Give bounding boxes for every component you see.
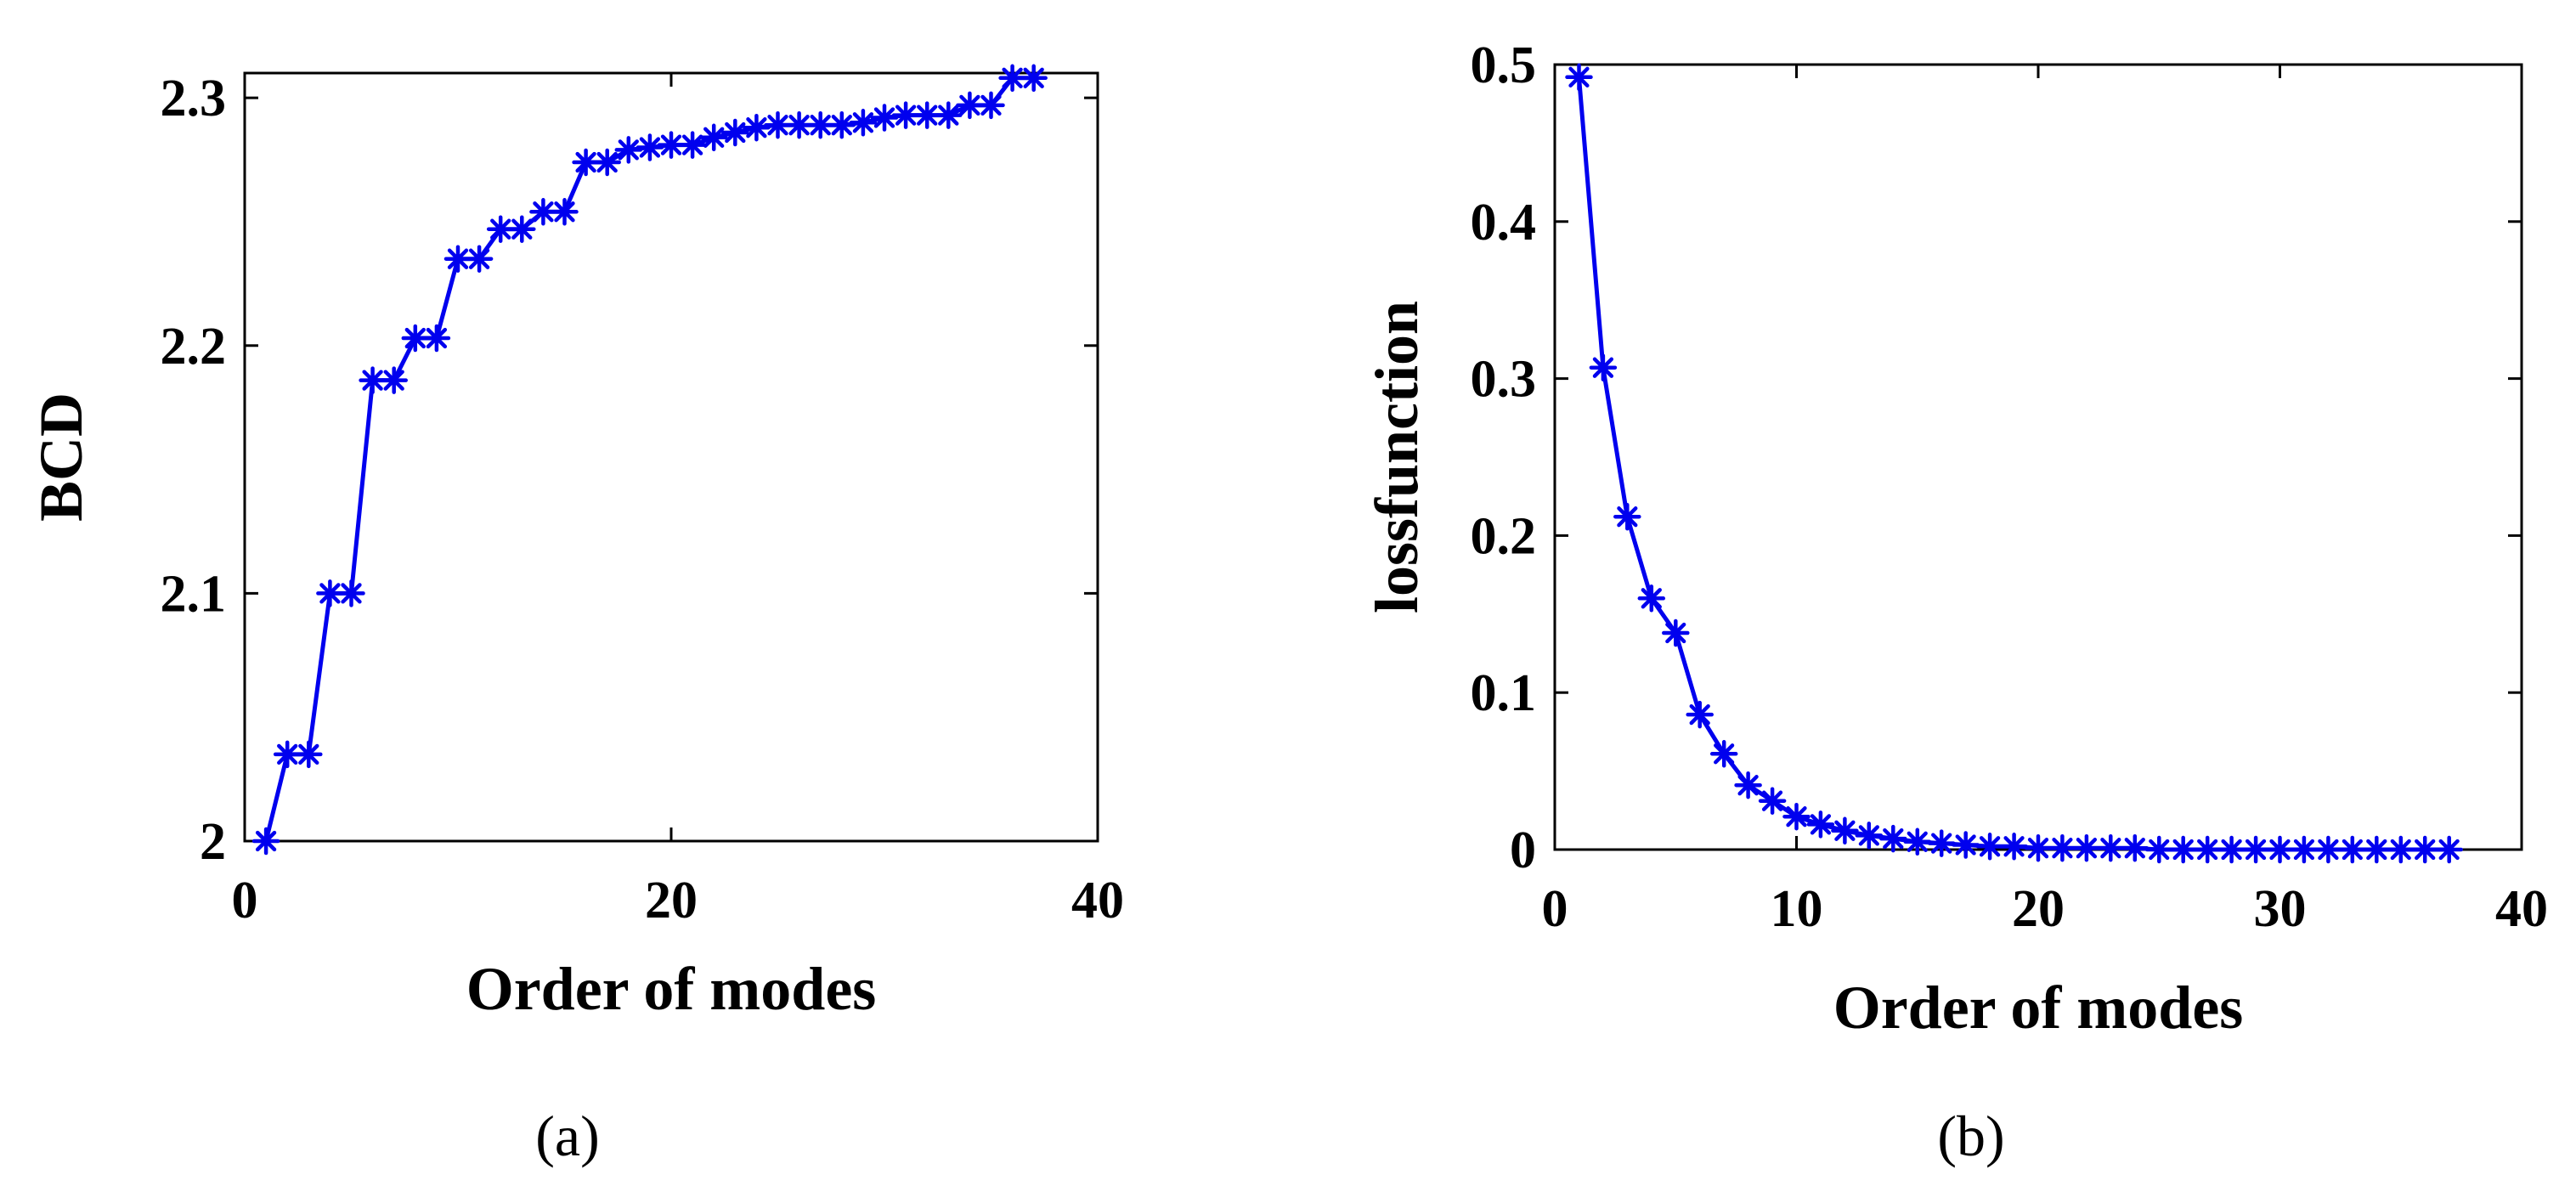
- data-point-marker: [699, 123, 728, 152]
- data-point-marker: [2121, 833, 2149, 862]
- y-tick-label: 0.3: [1471, 351, 1537, 409]
- x-tick-label: 0: [1542, 880, 1568, 938]
- y-tick-label: 0.4: [1471, 194, 1537, 251]
- data-point-marker: [1855, 822, 1884, 850]
- y-tick-label: 0.2: [1471, 507, 1537, 565]
- data-point-marker: [2290, 835, 2319, 864]
- data-point-marker: [2266, 835, 2294, 864]
- x-tick-label: 30: [2254, 880, 2307, 938]
- data-point-marker: [2217, 835, 2246, 864]
- data-point-marker: [1782, 802, 1811, 831]
- data-point-marker: [2048, 833, 2076, 862]
- data-point-marker: [678, 131, 707, 159]
- data-point-marker: [1952, 831, 1980, 859]
- y-tick-label: 0.5: [1471, 37, 1537, 94]
- data-point-marker: [486, 215, 515, 243]
- data-point-marker: [1686, 700, 1714, 729]
- data-point-marker: [1589, 353, 1618, 381]
- data-point-marker: [2338, 835, 2367, 864]
- data-point-marker: [2314, 835, 2342, 864]
- data-point-marker: [2024, 833, 2053, 862]
- data-point-marker: [2193, 835, 2222, 864]
- y-tick-label: 0.1: [1471, 664, 1537, 722]
- y-tick-label: 2.1: [161, 565, 227, 623]
- data-point-marker: [337, 579, 365, 607]
- data-point-marker: [1613, 502, 1641, 531]
- data-point-marker: [614, 136, 643, 164]
- data-point-marker: [593, 148, 621, 177]
- x-tick-label: 10: [1771, 880, 1823, 938]
- data-point-marker: [2363, 835, 2391, 864]
- y-axis-title: BCD: [27, 393, 95, 522]
- data-point-marker: [806, 110, 834, 139]
- data-point-marker: [1975, 833, 2004, 861]
- y-tick-label: 0: [1510, 822, 1536, 879]
- x-axis-title: Order of modes: [466, 955, 877, 1023]
- data-point-marker: [380, 366, 408, 394]
- data-point-marker: [2145, 835, 2173, 864]
- data-point-marker: [2097, 833, 2125, 862]
- data-point-marker: [2435, 835, 2463, 864]
- caption-a: (a): [535, 1104, 599, 1168]
- data-point-marker: [2241, 835, 2270, 864]
- data-point-marker: [636, 133, 664, 161]
- data-point-marker: [551, 198, 579, 226]
- data-point-marker: [465, 245, 494, 273]
- y-axis-title: lossfunction: [1363, 301, 1431, 613]
- data-point-marker: [422, 324, 451, 353]
- data-point-marker: [2000, 833, 2028, 861]
- x-tick-label: 20: [2012, 880, 2065, 938]
- data-point-marker: [2169, 835, 2197, 864]
- data-point-marker: [977, 91, 1005, 120]
- data-point-marker: [1662, 618, 1690, 647]
- data-point-marker: [1020, 64, 1048, 93]
- x-tick-label: 20: [645, 872, 698, 929]
- chart-b-lossfunction: 0 10 20 30 40 0 0.1 0.2 0.3 0.4 0.5 Order of modes l…: [1363, 37, 2548, 1042]
- data-point-marker: [828, 110, 856, 139]
- data-point-marker: [1903, 827, 1932, 856]
- data-point-marker: [849, 109, 878, 137]
- data-point-marker: [1565, 63, 1593, 92]
- data-point-marker: [2410, 835, 2439, 864]
- data-point-marker: [1927, 829, 1956, 857]
- data-point-marker: [1806, 810, 1835, 839]
- data-point-marker: [721, 118, 749, 147]
- x-tick-label: 40: [2495, 880, 2548, 938]
- caption-b: (b): [1937, 1104, 2004, 1168]
- data-point-marker: [1879, 824, 1907, 853]
- y-tick-label: 2.2: [161, 318, 227, 376]
- data-point-marker: [1758, 787, 1787, 815]
- data-point-marker: [1831, 816, 1859, 845]
- x-tick-label: 0: [232, 872, 258, 929]
- data-point-marker: [508, 215, 536, 243]
- data-point-marker: [870, 104, 899, 132]
- y-tick-label: 2.3: [161, 70, 227, 127]
- data-point-marker: [1734, 771, 1762, 799]
- data-point-marker: [1709, 740, 1738, 768]
- data-point-marker: [1637, 585, 1666, 613]
- y-tick-label: 2: [200, 813, 226, 871]
- chart-a-bcd: 0 20 40 2 2.1 2.2 2.3 Order of modes BCD: [27, 64, 1124, 1023]
- data-point-marker: [998, 64, 1026, 93]
- data-point-marker: [401, 324, 430, 353]
- data-point-marker: [2072, 833, 2101, 862]
- data-point-marker: [295, 740, 323, 769]
- x-axis-title: Order of modes: [1833, 974, 2244, 1042]
- x-tick-label: 40: [1071, 872, 1124, 929]
- data-point-marker: [743, 113, 771, 142]
- data-point-marker: [2387, 835, 2415, 864]
- data-point-marker: [251, 827, 280, 856]
- data-point-marker: [359, 366, 387, 394]
- data-point-marker: [935, 101, 963, 129]
